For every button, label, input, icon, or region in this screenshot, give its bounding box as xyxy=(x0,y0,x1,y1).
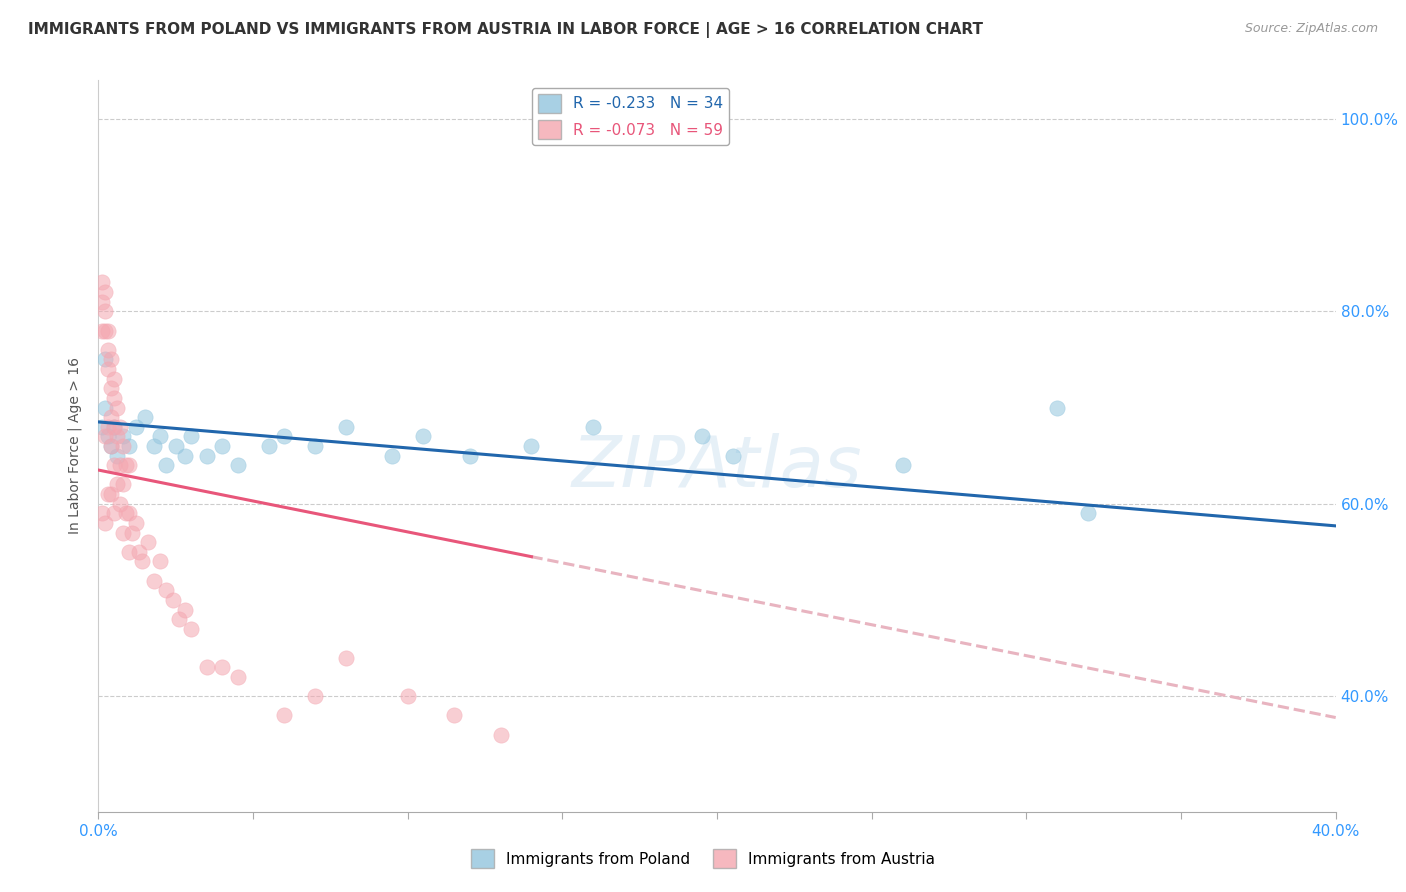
Point xyxy=(93,352,115,367)
Point xyxy=(195,660,218,674)
Point xyxy=(118,458,141,473)
Point xyxy=(1077,507,1099,521)
Point xyxy=(100,439,122,453)
Point xyxy=(100,352,122,367)
Point xyxy=(167,612,190,626)
Point xyxy=(118,439,141,453)
Point xyxy=(118,545,141,559)
Point xyxy=(90,419,112,434)
Point xyxy=(93,324,115,338)
Point xyxy=(97,343,120,357)
Point xyxy=(396,690,419,704)
Point xyxy=(103,419,125,434)
Point xyxy=(489,728,512,742)
Point xyxy=(97,419,120,434)
Point xyxy=(108,497,131,511)
Point xyxy=(131,554,153,568)
Point xyxy=(108,419,131,434)
Point xyxy=(100,487,122,501)
Point xyxy=(112,439,135,453)
Point xyxy=(90,324,112,338)
Point xyxy=(100,381,122,395)
Point xyxy=(195,449,218,463)
Point xyxy=(165,439,187,453)
Point xyxy=(103,391,125,405)
Point xyxy=(108,458,131,473)
Point xyxy=(149,429,172,443)
Point xyxy=(112,429,135,443)
Point xyxy=(103,458,125,473)
Point xyxy=(90,507,112,521)
Text: Source: ZipAtlas.com: Source: ZipAtlas.com xyxy=(1244,22,1378,36)
Point xyxy=(211,660,233,674)
Point xyxy=(112,477,135,491)
Point xyxy=(149,554,172,568)
Point xyxy=(112,525,135,540)
Point xyxy=(97,362,120,376)
Legend: Immigrants from Poland, Immigrants from Austria: Immigrants from Poland, Immigrants from … xyxy=(463,841,943,875)
Text: IMMIGRANTS FROM POLAND VS IMMIGRANTS FROM AUSTRIA IN LABOR FORCE | AGE > 16 CORR: IMMIGRANTS FROM POLAND VS IMMIGRANTS FRO… xyxy=(28,22,983,38)
Point xyxy=(304,690,326,704)
Point xyxy=(162,593,184,607)
Point xyxy=(97,324,120,338)
Point xyxy=(90,276,112,290)
Point xyxy=(273,429,295,443)
Point xyxy=(174,602,197,616)
Point xyxy=(103,419,125,434)
Point xyxy=(105,401,128,415)
Point xyxy=(118,507,141,521)
Point xyxy=(103,371,125,385)
Point xyxy=(97,429,120,443)
Point xyxy=(105,429,128,443)
Point xyxy=(136,535,159,549)
Point xyxy=(412,429,434,443)
Point xyxy=(100,410,122,425)
Point xyxy=(97,487,120,501)
Point xyxy=(128,545,150,559)
Point xyxy=(257,439,280,453)
Point xyxy=(134,410,156,425)
Point xyxy=(174,449,197,463)
Point xyxy=(93,429,115,443)
Point xyxy=(211,439,233,453)
Point xyxy=(155,458,177,473)
Point xyxy=(1046,401,1069,415)
Point xyxy=(891,458,914,473)
Point xyxy=(93,401,115,415)
Point xyxy=(690,429,713,443)
Text: ZIPAtlas: ZIPAtlas xyxy=(572,434,862,502)
Point xyxy=(721,449,744,463)
Point xyxy=(273,708,295,723)
Legend: R = -0.233   N = 34, R = -0.073   N = 59: R = -0.233 N = 34, R = -0.073 N = 59 xyxy=(531,88,730,145)
Point xyxy=(105,477,128,491)
Point xyxy=(115,507,138,521)
Point xyxy=(226,670,249,684)
Point xyxy=(443,708,465,723)
Point xyxy=(100,439,122,453)
Point xyxy=(458,449,481,463)
Point xyxy=(582,419,605,434)
Point xyxy=(90,294,112,309)
Point xyxy=(105,449,128,463)
Point xyxy=(335,419,357,434)
Point xyxy=(143,574,166,588)
Point xyxy=(115,458,138,473)
Point xyxy=(124,516,146,530)
Point xyxy=(93,285,115,299)
Point xyxy=(121,525,143,540)
Point xyxy=(304,439,326,453)
Point xyxy=(143,439,166,453)
Point xyxy=(155,583,177,598)
Point xyxy=(93,516,115,530)
Point xyxy=(335,650,357,665)
Point xyxy=(124,419,146,434)
Point xyxy=(93,304,115,318)
Point xyxy=(103,507,125,521)
Point xyxy=(381,449,404,463)
Point xyxy=(520,439,543,453)
Y-axis label: In Labor Force | Age > 16: In Labor Force | Age > 16 xyxy=(67,358,83,534)
Point xyxy=(180,622,202,636)
Point xyxy=(226,458,249,473)
Point xyxy=(180,429,202,443)
